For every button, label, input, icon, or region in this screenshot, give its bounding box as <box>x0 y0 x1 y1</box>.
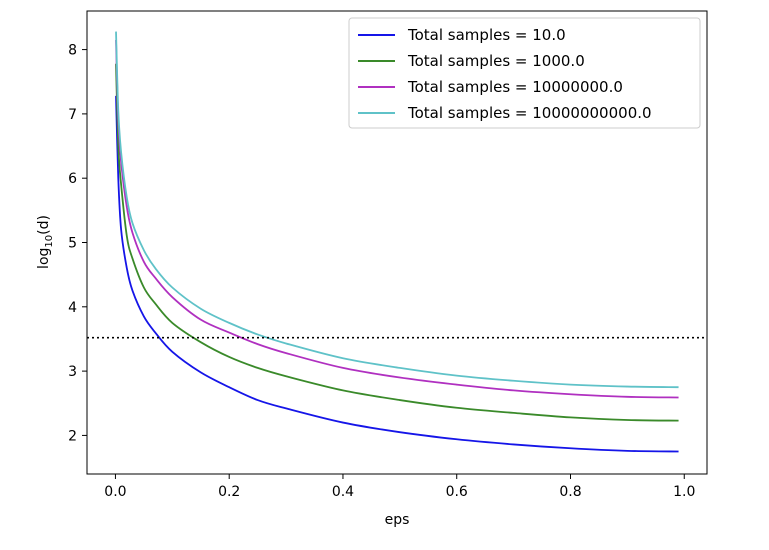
y-tick-label: 8 <box>68 43 77 59</box>
legend-label-2: Total samples = 10000000.0 <box>407 78 623 96</box>
y-axis-label-prefix: log <box>36 248 52 269</box>
y-tick-label: 2 <box>68 428 77 444</box>
legend-label-3: Total samples = 10000000000.0 <box>407 104 652 122</box>
y-axis-label: log10(d) <box>36 215 55 269</box>
y-axis-ticks: 2 3 4 5 6 7 8 <box>68 43 87 444</box>
series-layer <box>115 31 679 453</box>
legend: Total samples = 10.0 Total samples = 1000… <box>348 17 701 129</box>
legend-items: Total samples = 10.0 Total samples = 1000… <box>358 26 652 122</box>
x-tick-label: 0.2 <box>218 484 240 500</box>
y-tick-label: 3 <box>68 364 77 380</box>
x-tick-label: 0.8 <box>559 484 581 500</box>
y-axis-label-subscript: 10 <box>44 235 55 248</box>
legend-label-1: Total samples = 1000.0 <box>407 52 585 70</box>
x-axis-label: eps <box>385 512 410 528</box>
x-tick-label: 0.4 <box>332 484 354 500</box>
x-tick-label: 1.0 <box>673 484 695 500</box>
y-tick-label: 6 <box>68 171 77 187</box>
x-tick-label: 0.6 <box>446 484 468 500</box>
y-tick-label: 7 <box>68 107 77 123</box>
y-axis-label-suffix: (d) <box>36 215 52 235</box>
series-line-0 <box>115 95 679 453</box>
series-line-3 <box>115 31 679 389</box>
y-tick-label: 4 <box>68 300 77 316</box>
legend-box <box>348 17 701 129</box>
x-tick-label: 0.0 <box>104 484 126 500</box>
y-tick-label: 5 <box>68 236 77 252</box>
legend-label-0: Total samples = 10.0 <box>407 26 566 44</box>
series-line-1 <box>115 63 679 422</box>
series-line-2 <box>115 39 679 399</box>
x-axis-ticks: 0.0 0.2 0.4 0.6 0.8 1.0 <box>104 474 695 500</box>
